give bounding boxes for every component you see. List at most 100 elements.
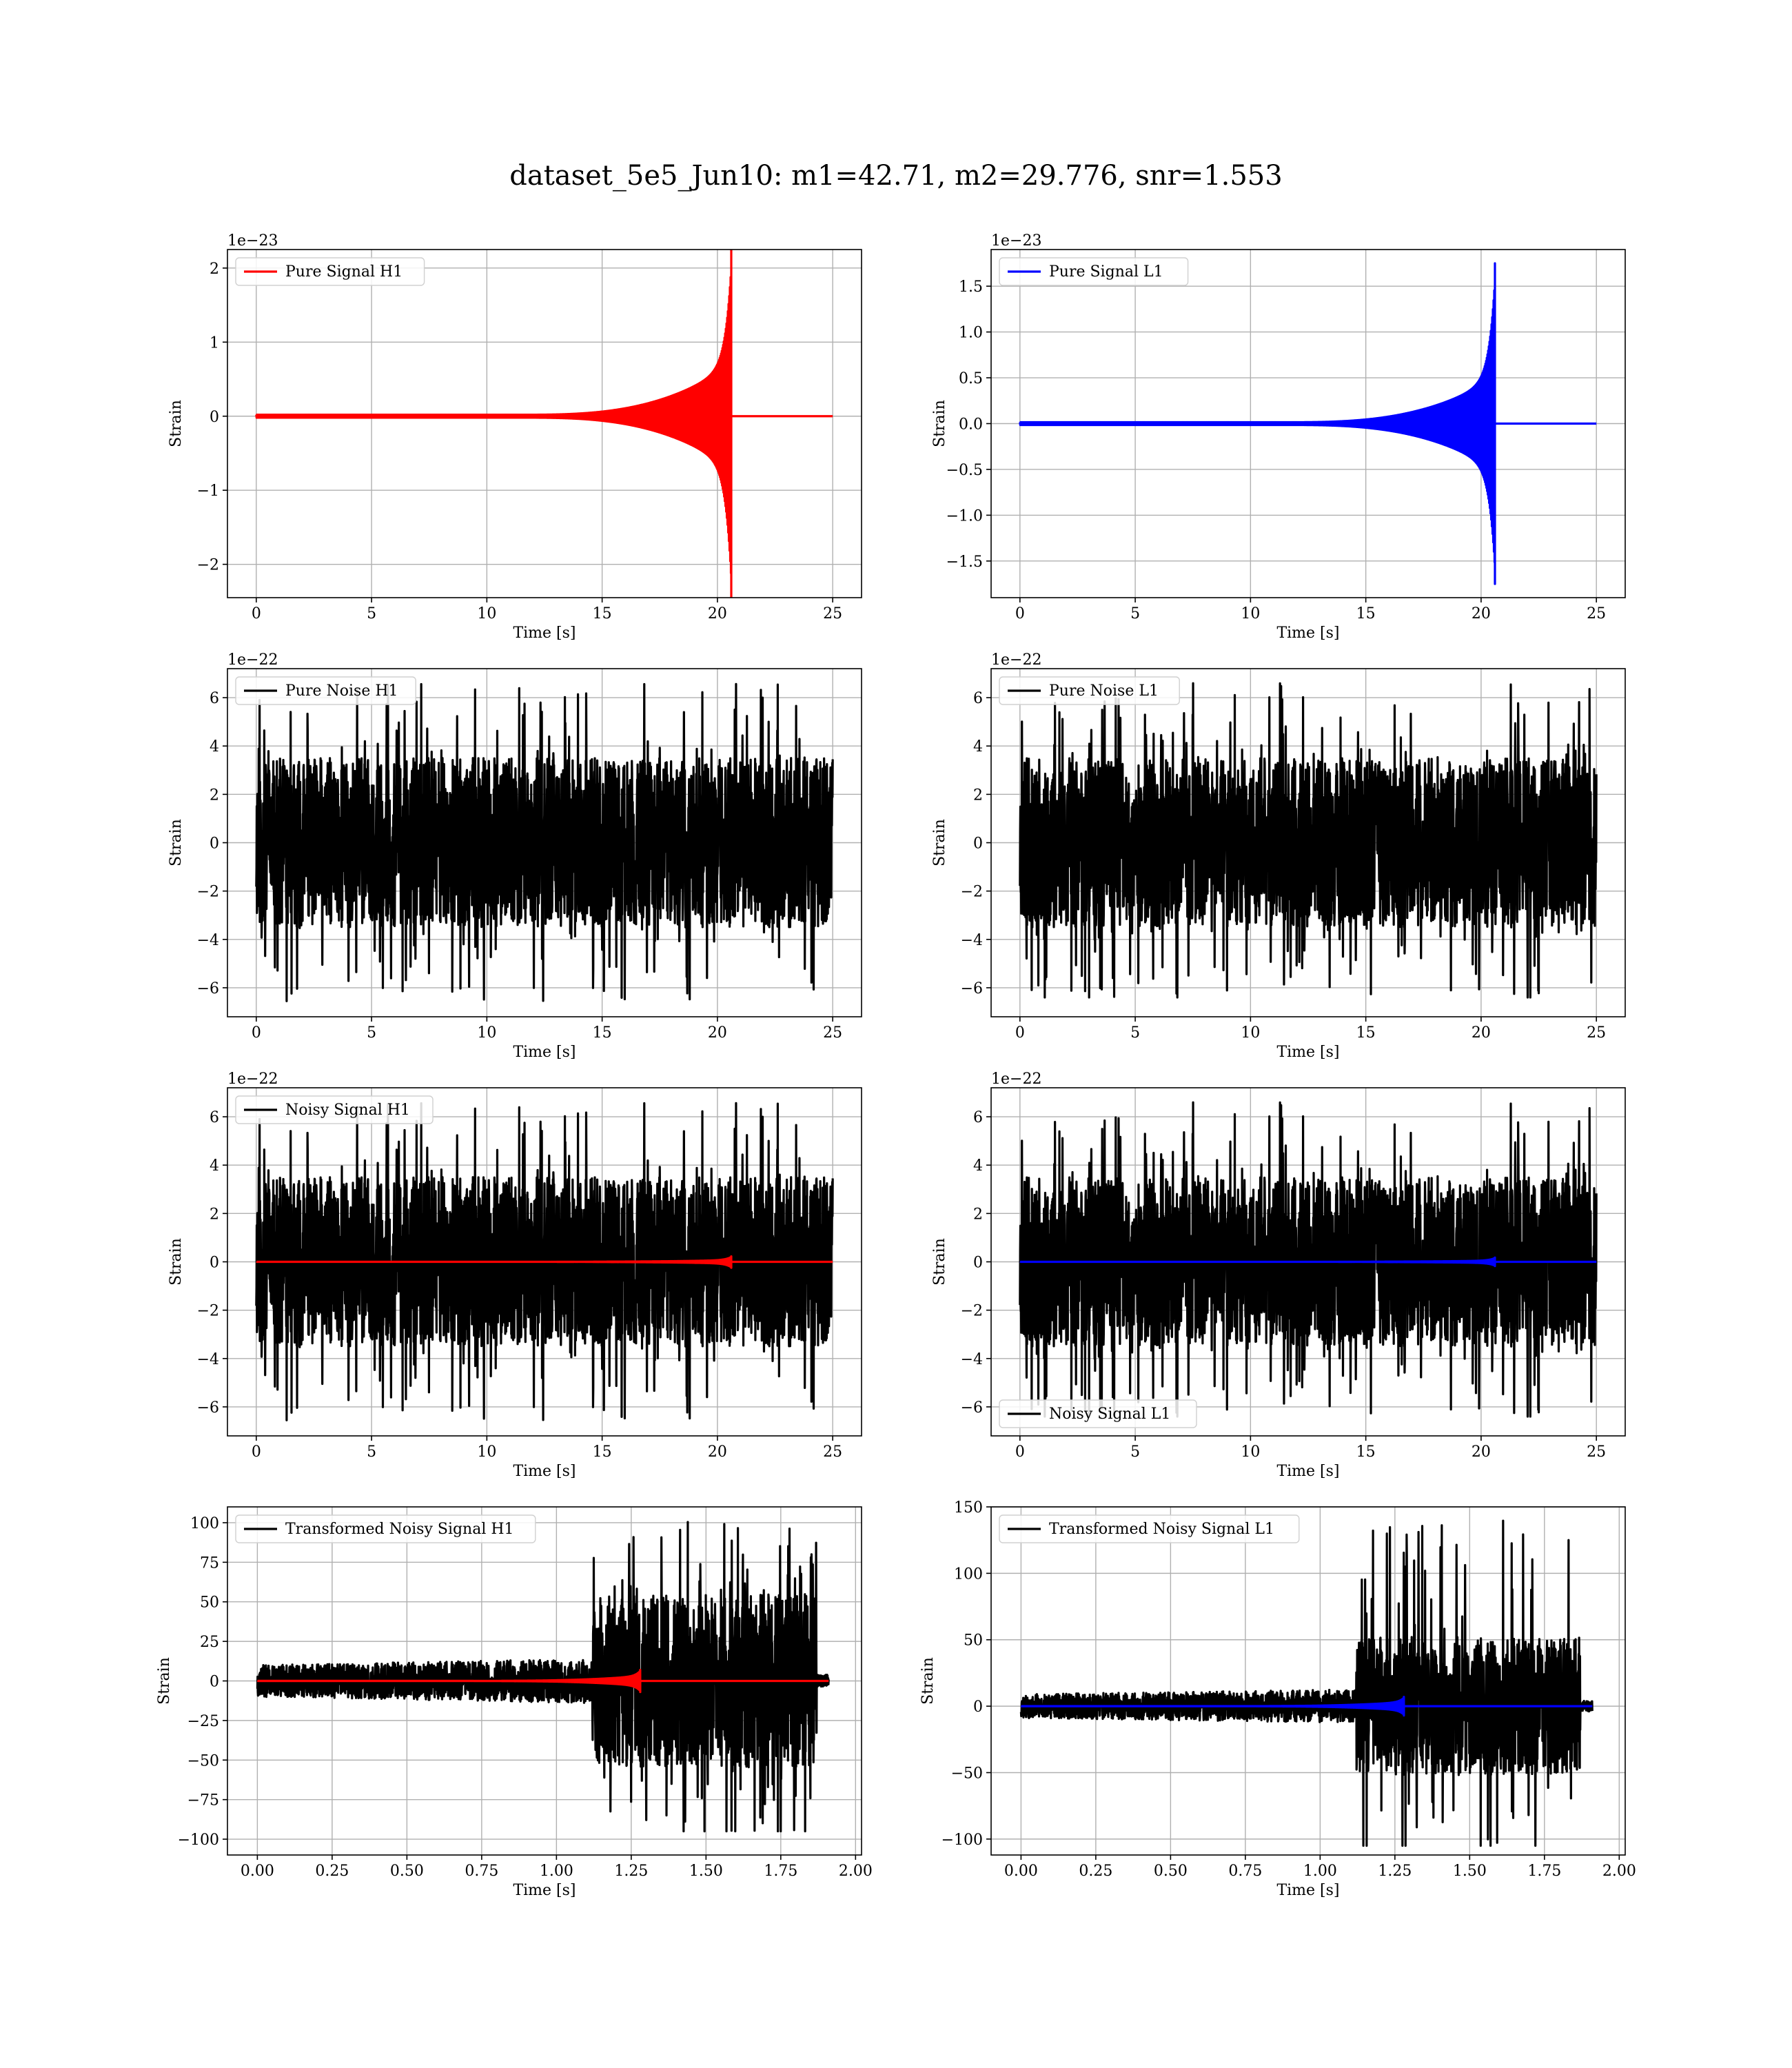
y-tick-label: −6 [961, 980, 983, 997]
y-tick-label: −100 [178, 1832, 219, 1849]
legend: Noisy Signal H1 [235, 1095, 434, 1124]
x-tick-label: 5 [1130, 1443, 1140, 1461]
x-tick-label: 2.00 [839, 1863, 873, 1880]
y-axis-label: Strain [167, 819, 185, 866]
series-line-noise [256, 1521, 830, 1833]
x-tick-label: 0.00 [241, 1863, 274, 1880]
series-line-noise [1019, 1519, 1594, 1847]
axes-container: 0 5 10 15 20 25 −2 −1 0 1 2 Time [s] Strain 1e−23 Pure… [156, 232, 1636, 1899]
x-tick-label: 1.50 [1453, 1863, 1487, 1880]
series-line-L1_signal [1020, 1696, 1593, 1717]
y-tick-label: −2 [197, 1303, 219, 1320]
y-axis-label: Strain [167, 400, 185, 447]
legend: Pure Noise H1 [235, 676, 416, 705]
x-axis-label: Time [s] [513, 1044, 576, 1061]
legend-box [235, 1514, 536, 1543]
x-tick-label: 20 [708, 1443, 727, 1461]
legend: Pure Signal H1 [235, 257, 425, 286]
y-tick-label: 1 [210, 334, 219, 352]
subplot-noisy-signal-l1: 0 5 10 15 20 25 −6 −4 −2 0 2 4 6 Time [s] Strain 1e−22 N… [931, 1071, 1626, 1480]
legend-label: Noisy Signal H1 [285, 1102, 410, 1119]
y-tick-label: 4 [210, 1157, 219, 1175]
x-axis-label: Time [s] [513, 625, 576, 642]
y-offset-label: 1e−23 [991, 232, 1041, 250]
legend-box [999, 1399, 1197, 1428]
y-tick-label: 0 [210, 1255, 219, 1272]
x-tick-label: 0 [1015, 1024, 1025, 1042]
x-tick-label: 1.25 [1378, 1863, 1412, 1880]
legend-label: Noisy Signal L1 [1049, 1406, 1170, 1423]
x-tick-label: 10 [1241, 605, 1260, 622]
x-tick-label: 1.00 [1303, 1863, 1337, 1880]
axes-frame [990, 1506, 1626, 1856]
y-tick-label: 0 [973, 1699, 983, 1716]
y-tick-label: −4 [961, 1351, 983, 1368]
legend: Pure Signal L1 [999, 257, 1189, 286]
legend-box [235, 1095, 434, 1124]
x-axis-label: Time [s] [1276, 625, 1339, 642]
x-tick-label: 5 [367, 1443, 376, 1461]
x-axis-label: Time [s] [513, 1882, 576, 1899]
y-tick-label: −1 [197, 483, 219, 500]
x-tick-label: 1.50 [689, 1863, 723, 1880]
subplot-pure-signal-h1: 0 5 10 15 20 25 −2 −1 0 1 2 Time [s] Strain 1e−23 Pure… [167, 232, 862, 642]
series-line-H1_signal [255, 250, 833, 598]
legend-label: Transformed Noisy Signal L1 [1049, 1521, 1274, 1538]
x-tick-label: 0.25 [315, 1863, 349, 1880]
x-tick-label: 0 [252, 605, 261, 622]
x-tick-label: 15 [1356, 1443, 1376, 1461]
y-tick-label: −6 [197, 1399, 219, 1417]
legend-box [235, 257, 425, 286]
y-tick-label: 0 [973, 835, 983, 853]
x-tick-label: 5 [1130, 605, 1140, 622]
x-tick-label: 25 [823, 1443, 842, 1461]
legend-label: Pure Noise L1 [1049, 682, 1159, 700]
subplot-noisy-signal-h1: 0 5 10 15 20 25 −6 −4 −2 0 2 4 6 Time [s] Strain 1e−22 N… [167, 1071, 862, 1480]
x-tick-label: 10 [1241, 1443, 1260, 1461]
y-tick-label: −75 [187, 1792, 219, 1810]
legend-label: Pure Signal L1 [1049, 263, 1163, 281]
y-offset-label: 1e−23 [227, 232, 278, 250]
y-tick-label: 25 [200, 1634, 219, 1651]
subplot-pure-noise-l1: 0 5 10 15 20 25 −6 −4 −2 0 2 4 6 Time [s] Strain 1e−22 P… [931, 651, 1626, 1061]
y-axis-label: Strain [156, 1657, 173, 1705]
y-tick-label: −4 [197, 1351, 219, 1368]
y-tick-label: 100 [190, 1515, 219, 1532]
x-tick-label: 5 [367, 605, 376, 622]
y-offset-label: 1e−22 [227, 651, 278, 669]
y-tick-label: 1.5 [959, 278, 983, 296]
x-tick-label: 5 [1130, 1024, 1140, 1042]
x-tick-label: 10 [1241, 1024, 1260, 1042]
x-tick-label: 10 [477, 1024, 496, 1042]
y-tick-label: −1.5 [946, 554, 983, 571]
y-tick-label: 2 [973, 1206, 983, 1223]
x-tick-label: 0.50 [390, 1863, 424, 1880]
y-tick-label: 75 [200, 1554, 219, 1572]
y-tick-label: −50 [951, 1765, 983, 1782]
x-axis-label: Time [s] [1276, 1044, 1339, 1061]
y-tick-label: −6 [197, 980, 219, 997]
y-offset-label: 1e−22 [991, 1071, 1041, 1088]
x-tick-label: 0 [252, 1024, 261, 1042]
x-tick-label: 20 [708, 605, 727, 622]
x-tick-label: 0.50 [1154, 1863, 1188, 1880]
series-line-noise [1019, 682, 1598, 999]
legend-label: Transformed Noisy Signal H1 [285, 1521, 514, 1538]
y-tick-label: 6 [210, 1109, 219, 1126]
x-tick-label: 15 [593, 1443, 612, 1461]
series-line-H1_signal [256, 1668, 829, 1694]
x-tick-label: 15 [1356, 605, 1376, 622]
x-tick-label: 1.00 [540, 1863, 573, 1880]
x-tick-label: 0.00 [1004, 1863, 1038, 1880]
y-tick-label: 0.5 [959, 370, 983, 387]
y-tick-label: 6 [973, 1109, 983, 1126]
x-tick-label: 0 [1015, 1443, 1025, 1461]
y-tick-label: 0 [973, 1255, 983, 1272]
y-tick-label: 0 [210, 835, 219, 853]
y-tick-label: −2 [961, 884, 983, 901]
legend-label: Pure Noise H1 [285, 682, 398, 700]
x-tick-label: 25 [1587, 1024, 1606, 1042]
x-tick-label: 10 [477, 605, 496, 622]
y-axis-label: Strain [931, 819, 948, 866]
